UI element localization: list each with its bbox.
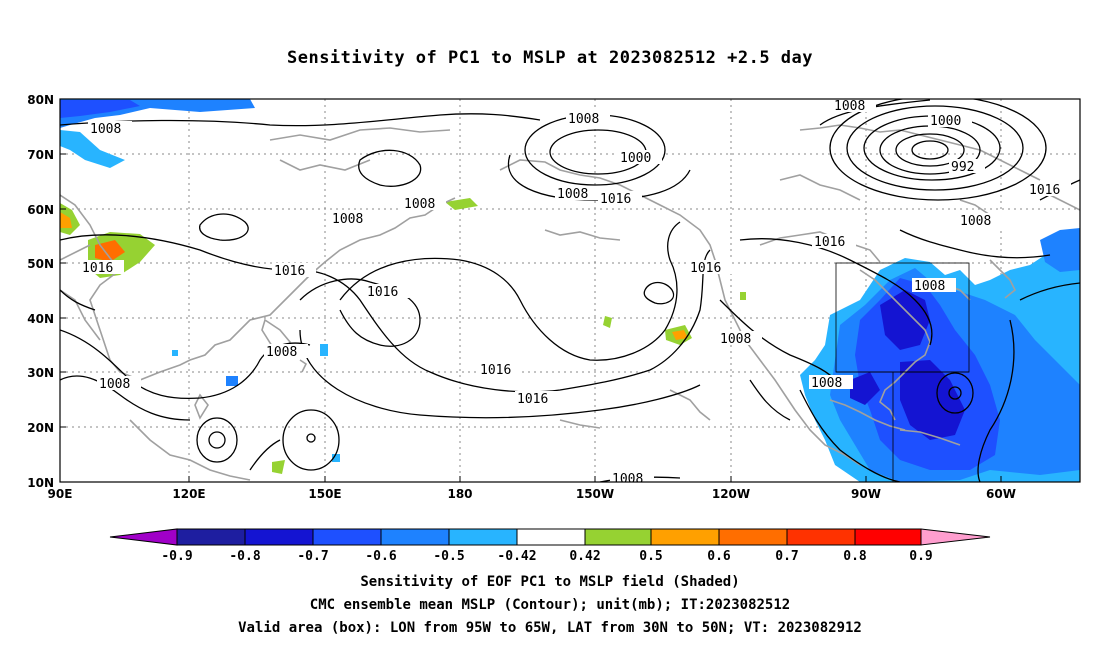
- lon-tick-label: 180: [447, 487, 472, 501]
- colorbar-swatch: [176, 528, 246, 546]
- contour-label: 1008: [404, 197, 435, 212]
- map-title: Sensitivity of PC1 to MSLP at 2023082512…: [286, 48, 813, 68]
- colorbar-swatch: [584, 528, 652, 546]
- map-frame: [59, 98, 1081, 483]
- colorbar: [109, 528, 991, 546]
- contour-label: 1008: [960, 214, 991, 229]
- lat-tick-label: 30N: [27, 366, 54, 380]
- lon-tick-label: 90E: [48, 487, 73, 501]
- contour-label: 1008: [557, 187, 588, 202]
- colorbar-label: 0.7: [775, 549, 798, 564]
- contour-label: 1016: [1029, 183, 1060, 198]
- contour-label: 1016: [814, 235, 845, 250]
- contour-label: 1016: [517, 392, 548, 407]
- lat-tick-label: 60N: [27, 203, 54, 217]
- colorbar-swatch: [380, 528, 450, 546]
- lat-tick-label: 50N: [27, 257, 54, 271]
- lon-tick-label: 120E: [172, 487, 205, 501]
- lon-tick-label: 150W: [576, 487, 614, 501]
- latitude-labels: 80N 70N 60N 50N 40N 30N 20N 10N: [27, 93, 54, 490]
- colorbar-labels: -0.9 -0.8 -0.7 -0.6 -0.5 -0.42 0.42 0.5 …: [161, 549, 932, 564]
- graticule: [60, 99, 1080, 482]
- contour-label: 1000: [620, 151, 651, 166]
- tick-marks: [60, 153, 1002, 482]
- colorbar-label: -0.42: [497, 549, 536, 564]
- contour-label: 1016: [274, 264, 305, 279]
- colorbar-label: -0.8: [229, 549, 260, 564]
- colorbar-label: 0.42: [569, 549, 600, 564]
- lat-tick-label: 80N: [27, 93, 54, 107]
- contour-label: 1016: [82, 261, 113, 276]
- colorbar-left-triangle: [109, 528, 178, 546]
- contour-label: 1008: [568, 112, 599, 127]
- colorbar-swatch: [854, 528, 922, 546]
- lon-tick-label: 120W: [712, 487, 750, 501]
- colorbar-label: 0.8: [843, 549, 867, 564]
- colorbar-swatch: [786, 528, 856, 546]
- colorbar-label: -0.7: [297, 549, 328, 564]
- contour-label: 1016: [600, 192, 631, 207]
- longitude-labels: 90E 120E 150E 180 150W 120W 90W 60W: [48, 487, 1016, 501]
- colorbar-label: 0.9: [909, 549, 932, 564]
- contour-label: 1008: [99, 377, 130, 392]
- mslp-contours: [60, 99, 1080, 482]
- colorbar-swatch: [448, 528, 518, 546]
- contour-label: 1008: [332, 212, 363, 227]
- contour-label: 1008: [834, 99, 865, 114]
- lon-tick-label: 90W: [851, 487, 881, 501]
- colorbar-label: -0.6: [365, 549, 396, 564]
- caption-contour: CMC ensemble mean MSLP (Contour); unit(m…: [309, 597, 791, 613]
- contour-label: 1008: [811, 376, 842, 391]
- caption-shading: Sensitivity of EOF PC1 to MSLP field (Sh…: [360, 574, 740, 590]
- colorbar-right-triangle: [920, 528, 991, 546]
- contour-label: 1008: [266, 345, 297, 360]
- contour-label: 1008: [720, 332, 751, 347]
- contour-label: 1016: [480, 363, 511, 378]
- lat-tick-label: 70N: [27, 148, 54, 162]
- lat-tick-label: 20N: [27, 421, 54, 435]
- colorbar-label: 0.6: [707, 549, 731, 564]
- lat-tick-label: 10N: [27, 476, 54, 490]
- colorbar-swatch: [650, 528, 720, 546]
- colorbar-label: 0.5: [639, 549, 662, 564]
- colorbar-swatch: [718, 528, 788, 546]
- contour-label: 1016: [367, 285, 398, 300]
- contour-label: 1008: [90, 122, 121, 137]
- lon-tick-label: 150E: [308, 487, 341, 501]
- colorbar-label: -0.5: [433, 549, 464, 564]
- colorbar-swatch: [244, 528, 314, 546]
- contour-label: 992: [951, 160, 974, 175]
- lon-tick-label: 60W: [986, 487, 1016, 501]
- contour-labels: 1008 1008 1000 992 1008 1008 1016 1008 1…: [80, 99, 1071, 487]
- colorbar-swatch: [312, 528, 382, 546]
- valid-area-box: [835, 262, 970, 482]
- colorbar-label: -0.9: [161, 549, 192, 564]
- contour-label: 1008: [612, 472, 643, 487]
- contour-label: 1000: [930, 114, 961, 129]
- contour-label: 1008: [914, 279, 945, 294]
- contour-label: 1016: [690, 261, 721, 276]
- colorbar-swatch: [516, 528, 586, 546]
- lat-tick-label: 40N: [27, 312, 54, 326]
- caption-valid-area: Valid area (box): LON from 95W to 65W, L…: [238, 620, 862, 636]
